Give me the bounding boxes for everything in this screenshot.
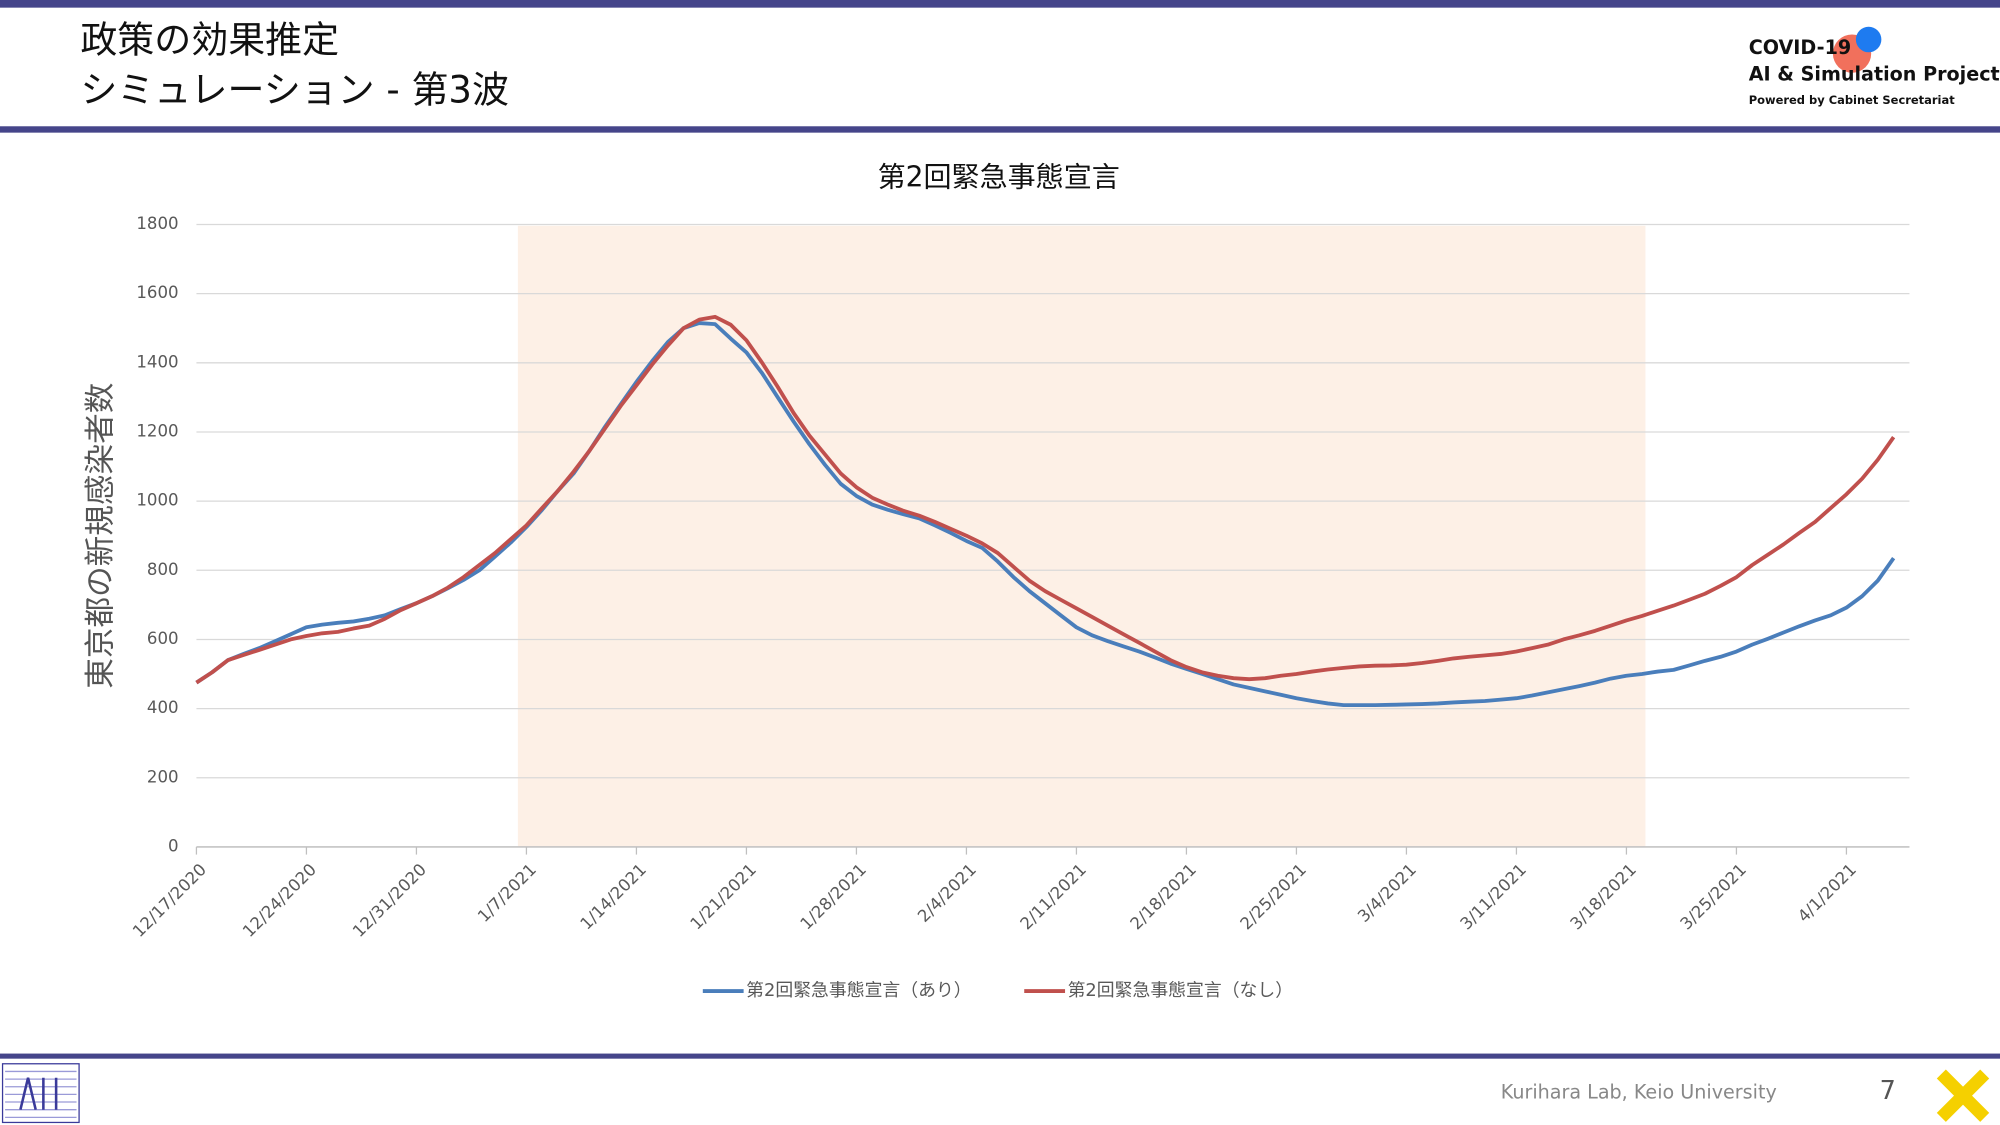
x-tick-label: 3/25/2021	[1677, 860, 1751, 934]
y-tick-label: 1800	[136, 214, 178, 233]
series-line	[195, 321, 1896, 708]
x-tick-label: 1/14/2021	[577, 860, 651, 934]
x-tick-label: 2/11/2021	[1017, 860, 1091, 934]
logo-dot	[1855, 26, 1882, 53]
y-tick-label: 1200	[136, 421, 178, 440]
y-tick-label: 1600	[136, 283, 178, 302]
chart-title: 第2回緊急事態宣言	[878, 161, 1120, 194]
x-tick-label: 12/24/2020	[239, 860, 320, 941]
corner-logo	[1936, 1069, 1990, 1122]
header-bar	[0, 126, 2000, 133]
title-line: 政策の効果推定	[80, 19, 339, 62]
logo-text: AI & Simulation Project	[1749, 63, 2000, 86]
series-line	[195, 314, 1896, 685]
y-tick-label: 200	[147, 767, 179, 786]
footer-bar	[0, 1053, 2000, 1059]
x-tick-label: 1/28/2021	[797, 860, 871, 934]
logo-text: COVID-19	[1749, 36, 1851, 59]
x-tick-label: 2/18/2021	[1127, 860, 1201, 934]
x-tick-label: 3/4/2021	[1354, 860, 1420, 926]
x-tick-label: 3/18/2021	[1567, 860, 1641, 934]
x-tick-label: 2/25/2021	[1237, 860, 1311, 934]
title-line: シミュレーション - 第3波	[80, 68, 509, 111]
lab-logo	[1, 1063, 80, 1124]
y-tick-label: 1400	[136, 352, 178, 371]
y-axis-label: 東京都の新規感染者数	[84, 383, 119, 689]
legend-label: 第2回緊急事態宣言（あり）	[746, 980, 971, 1001]
y-tick-label: 600	[147, 629, 179, 648]
x-tick-label: 1/21/2021	[687, 860, 761, 934]
x-tick-label: 12/31/2020	[349, 860, 430, 941]
footer-credit: Kurihara Lab, Keio University	[1501, 1081, 1777, 1104]
page-number: 7	[1880, 1076, 1896, 1106]
y-tick-label: 1000	[136, 491, 178, 510]
x-tick-label: 2/4/2021	[914, 860, 980, 926]
x-tick-label: 3/11/2021	[1457, 860, 1531, 934]
x-tick-label: 1/7/2021	[474, 860, 540, 926]
y-tick-label: 400	[147, 698, 179, 717]
shaded-period	[517, 225, 1646, 847]
y-tick-label: 0	[168, 836, 179, 855]
top-bar	[0, 0, 2000, 8]
legend-label: 第2回緊急事態宣言（なし）	[1068, 980, 1293, 1001]
x-tick-label: 4/1/2021	[1794, 860, 1860, 926]
logo-text: Powered by Cabinet Secretariat	[1749, 93, 1956, 107]
y-tick-label: 800	[147, 560, 179, 579]
x-tick-label: 12/17/2020	[129, 860, 210, 941]
